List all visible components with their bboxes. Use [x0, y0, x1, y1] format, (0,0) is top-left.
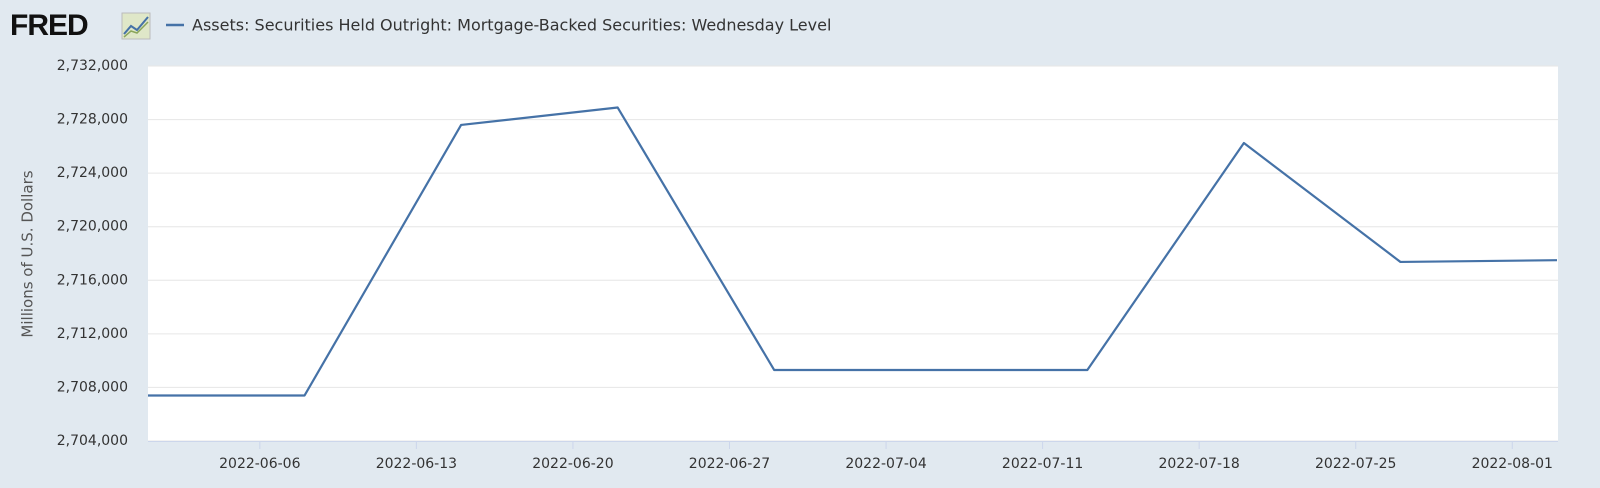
plot-area	[148, 66, 1558, 441]
y-tick-label: 2,720,000	[57, 219, 128, 235]
y-axis-label: Millions of U.S. Dollars	[19, 170, 37, 337]
y-tick-label: 2,712,000	[57, 326, 128, 342]
series-line	[148, 106, 1558, 397]
x-tick-label: 2022-08-01	[1472, 456, 1553, 472]
y-tick-label: 2,724,000	[57, 165, 128, 181]
x-tick-label: 2022-07-11	[1002, 456, 1083, 472]
x-tick-label: 2022-06-20	[532, 456, 613, 472]
legend-label: Assets: Securities Held Outright: Mortga…	[192, 16, 831, 35]
x-tick-label: 2022-07-18	[1158, 456, 1239, 472]
y-tick-label: 2,708,000	[57, 379, 128, 395]
x-tick-label: 2022-06-27	[689, 456, 770, 472]
y-tick-label: 2,716,000	[57, 272, 128, 288]
x-tick-label: 2022-06-06	[219, 456, 300, 472]
logo-icon	[121, 12, 151, 40]
x-tick-label: 2022-07-04	[845, 456, 926, 472]
x-tick-label: 2022-07-25	[1315, 456, 1396, 472]
y-tick-label: 2,732,000	[57, 58, 128, 74]
x-tick-label: 2022-06-13	[376, 456, 457, 472]
y-tick-label: 2,728,000	[57, 112, 128, 128]
logo: FRED	[10, 9, 88, 42]
y-tick-label: 2,704,000	[57, 433, 128, 449]
